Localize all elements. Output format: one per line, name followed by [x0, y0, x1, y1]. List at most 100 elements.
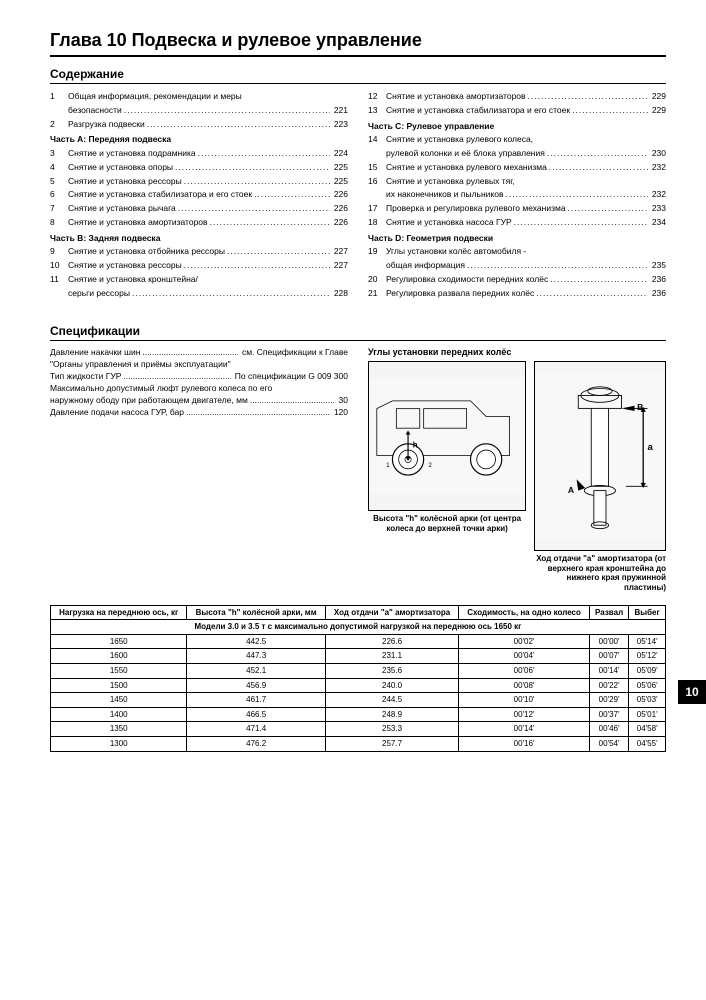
toc-number: 2	[50, 118, 68, 131]
toc-page: 225	[330, 175, 348, 188]
toc-number: 9	[50, 245, 68, 258]
toc-text: Регулировка развала передних колёс	[386, 287, 648, 300]
toc-entry: 9Снятие и установка отбойника рессоры227	[50, 245, 348, 258]
toc-page: 232	[648, 161, 666, 174]
table-cell: 240.0	[325, 678, 458, 693]
table-cell: 231.1	[325, 649, 458, 664]
damper-svg: a B A	[535, 362, 665, 550]
table-cell: 04'58'	[629, 722, 666, 737]
svg-text:2: 2	[428, 462, 432, 469]
toc-number: 5	[50, 175, 68, 188]
toc-text: их наконечников и пыльников	[386, 188, 648, 201]
table-cell: 466.5	[187, 707, 325, 722]
table-cell: 00'02'	[459, 634, 590, 649]
table-cell: 1450	[51, 693, 187, 708]
toc-page: 226	[330, 202, 348, 215]
table-cell: 1300	[51, 736, 187, 751]
table-cell: 471.4	[187, 722, 325, 737]
toc-text: Снятие и установка амортизаторов	[68, 216, 330, 229]
toc-page: 229	[648, 104, 666, 117]
table-cell: 05'03'	[629, 693, 666, 708]
toc-entry: 5Снятие и установка рессоры225	[50, 175, 348, 188]
toc-text: Снятие и установка амортизаторов	[386, 90, 648, 103]
toc-text: Снятие и установка стабилизатора и его с…	[386, 104, 648, 117]
toc-number: 6	[50, 188, 68, 201]
toc-number: 10	[50, 259, 68, 272]
toc-entry: 7Снятие и установка рычага226	[50, 202, 348, 215]
toc-page: 236	[648, 287, 666, 300]
table-cell: 00'37'	[589, 707, 629, 722]
table-cell: 00'04'	[459, 649, 590, 664]
toc-text: Снятие и установка рулевого колеса,	[386, 133, 666, 146]
toc-page: 224	[330, 147, 348, 160]
svg-text:A: A	[568, 485, 575, 495]
table-cell: 00'08'	[459, 678, 590, 693]
table-cell: 05'12'	[629, 649, 666, 664]
spec-label: Давление накачки шин	[50, 347, 238, 359]
figure1-caption: Высота "h" колёсной арки (от центра коле…	[368, 514, 526, 533]
toc-entry: 10Снятие и установка рессоры227	[50, 259, 348, 272]
svg-text:1: 1	[386, 462, 390, 469]
spec-figures: Углы установки передних колёс	[368, 347, 666, 592]
toc-text: безопасности	[68, 104, 330, 117]
table-cell: 456.9	[187, 678, 325, 693]
toc-part-heading: Часть D: Геометрия подвески	[368, 232, 666, 245]
table-cell: 452.1	[187, 664, 325, 679]
table-header: Высота "h" колёсной арки, мм	[187, 605, 325, 620]
toc-page: 226	[330, 216, 348, 229]
spec-line: Давление накачки шинсм. Спецификации к Г…	[50, 347, 348, 359]
table-cell: 461.7	[187, 693, 325, 708]
toc-part-heading: Часть C: Рулевое управление	[368, 120, 666, 133]
table-row: 1350471.4253.300'14'00'46'04'58'	[51, 722, 666, 737]
table-cell: 05'14'	[629, 634, 666, 649]
table-cell: 00'22'	[589, 678, 629, 693]
toc-entry: 12Снятие и установка амортизаторов229	[368, 90, 666, 103]
chapter-title: Глава 10 Подвеска и рулевое управление	[50, 30, 666, 57]
spec-value: см. Спецификации к Главе	[238, 347, 348, 359]
toc-entry: 4Снятие и установка опоры225	[50, 161, 348, 174]
figure-van-diagram: h 1 2	[368, 361, 526, 511]
toc-text: Снятие и установка опоры	[68, 161, 330, 174]
toc-text: Снятие и установка рулевых тяг,	[386, 175, 666, 188]
toc-text: Снятие и установка рычага	[68, 202, 330, 215]
table-cell: 05'01'	[629, 707, 666, 722]
spec-value: По спецификации G 009 300	[231, 371, 348, 383]
table-cell: 00'54'	[589, 736, 629, 751]
table-cell: 257.7	[325, 736, 458, 751]
toc-text: Снятие и установка подрамника	[68, 147, 330, 160]
spec-label: Тип жидкости ГУР	[50, 371, 231, 383]
toc-entry: 1Общая информация, рекомендации и меры	[50, 90, 348, 103]
toc-text: Снятие и установка рессоры	[68, 259, 330, 272]
toc-entry: 15Снятие и установка рулевого механизма2…	[368, 161, 666, 174]
toc-number: 19	[368, 245, 386, 258]
toc-page: 236	[648, 273, 666, 286]
table-cell: 235.6	[325, 664, 458, 679]
toc-entry: 19Углы установки колёс автомобиля -	[368, 245, 666, 258]
toc-number: 20	[368, 273, 386, 286]
spec-line: наружному ободу при работающем двигателе…	[50, 395, 348, 407]
toc-entry: серьги рессоры228	[50, 287, 348, 300]
toc-number: 4	[50, 161, 68, 174]
table-row: 1400466.5248.900'12'00'37'05'01'	[51, 707, 666, 722]
table-cell: 447.3	[187, 649, 325, 664]
table-cell: 00'06'	[459, 664, 590, 679]
toc-text: Общая информация, рекомендации и меры	[68, 90, 348, 103]
toc-text: рулевой колонки и её блока управления	[386, 147, 648, 160]
table-cell: 1500	[51, 678, 187, 693]
chapter-tab: 10	[678, 680, 706, 704]
spec-label: Давление подачи насоса ГУР, бар	[50, 407, 330, 419]
toc-number: 16	[368, 175, 386, 188]
table-cell: 00'14'	[459, 722, 590, 737]
toc-number: 13	[368, 104, 386, 117]
toc-text: Снятие и установка рулевого механизма	[386, 161, 648, 174]
toc-text: общая информация	[386, 259, 648, 272]
toc-entry: 8Снятие и установка амортизаторов226	[50, 216, 348, 229]
spec-value: 120	[330, 407, 348, 419]
toc-entry: 11Снятие и установка кронштейна/	[50, 273, 348, 286]
toc-page: 223	[330, 118, 348, 131]
toc-number: 17	[368, 202, 386, 215]
table-header: Сходимость, на одно колесо	[459, 605, 590, 620]
table-header: Развал	[589, 605, 629, 620]
svg-text:h: h	[413, 441, 418, 450]
table-cell: 1650	[51, 634, 187, 649]
